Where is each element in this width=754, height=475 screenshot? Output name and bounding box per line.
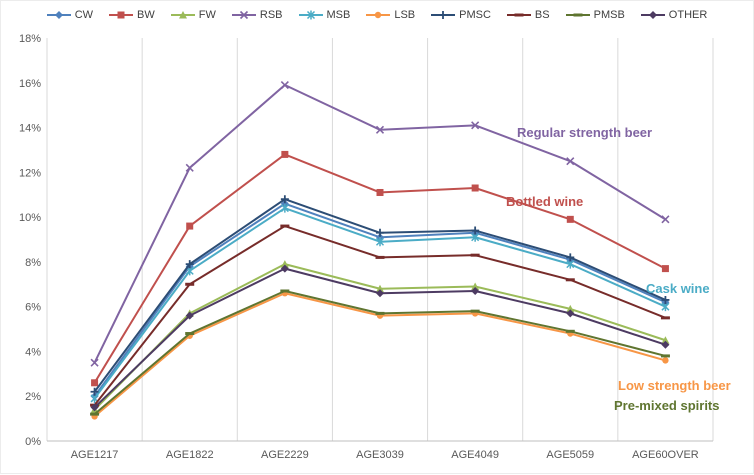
y-tick-label: 16% bbox=[19, 78, 41, 90]
legend-label: PMSB bbox=[593, 9, 625, 21]
legend-marker-x-icon bbox=[231, 10, 256, 20]
series-bw bbox=[91, 150, 669, 387]
legend-label: OTHER bbox=[668, 9, 708, 21]
series-lsb bbox=[91, 290, 669, 420]
legend-marker-asterisk-icon bbox=[298, 10, 323, 20]
legend-item-rsb: RSB bbox=[231, 9, 283, 21]
legend-item-cw: CW bbox=[46, 9, 94, 21]
legend-marker-diamond-icon bbox=[46, 11, 71, 19]
series-msb bbox=[90, 203, 670, 403]
annotation-regular-strength-beer: Regular strength beer bbox=[517, 125, 652, 140]
y-tick-label: 18% bbox=[19, 33, 41, 45]
legend-label: CW bbox=[74, 9, 94, 21]
series-rsb bbox=[90, 80, 670, 367]
legend-marker-dash-icon bbox=[506, 13, 531, 17]
annotation-cask-wine: Cask wine bbox=[646, 281, 710, 296]
annotations: Regular strength beer Bottled wine Cask wi… bbox=[506, 125, 731, 413]
x-tick-label: AGE1217 bbox=[71, 449, 119, 461]
x-tick-label: AGE1822 bbox=[166, 449, 214, 461]
legend-item-fw: FW bbox=[170, 9, 216, 21]
y-tick-label: 14% bbox=[19, 123, 41, 135]
x-tick-label: AGE3039 bbox=[356, 449, 404, 461]
legend-marker-dash-icon bbox=[565, 13, 590, 17]
legend-label: BW bbox=[137, 9, 155, 21]
x-axis-labels: AGE1217 AGE1822 AGE2229 AGE3039 AGE4049 AGE50… bbox=[71, 449, 699, 461]
legend-marker-triangle-icon bbox=[170, 11, 195, 19]
y-tick-label: 4% bbox=[25, 346, 41, 358]
legend-label: PMSC bbox=[459, 9, 491, 21]
legend-marker-diamond-icon bbox=[640, 11, 665, 19]
legend-marker-circle-icon bbox=[366, 11, 391, 19]
legend-marker-plus-icon bbox=[431, 11, 456, 19]
x-tick-label: AGE5059 bbox=[546, 449, 594, 461]
y-axis-labels: 0% 2% 4% 6% 8% 10% 12% 14% 16% 18% bbox=[19, 33, 41, 448]
y-tick-label: 0% bbox=[25, 436, 41, 448]
annotation-bottled-wine: Bottled wine bbox=[506, 194, 583, 209]
series-other bbox=[90, 264, 670, 412]
y-tick-label: 6% bbox=[25, 302, 41, 314]
x-tick-label: AGE4049 bbox=[451, 449, 499, 461]
legend-item-lsb: LSB bbox=[366, 9, 415, 21]
legend-marker-square-icon bbox=[109, 11, 134, 19]
series-pmsc bbox=[90, 195, 670, 396]
legend-item-bw: BW bbox=[109, 9, 155, 21]
y-tick-label: 12% bbox=[19, 167, 41, 179]
chart-legend: CW BW FW RSB MSB LSB PMSC BS PMSB OTHER bbox=[1, 5, 753, 25]
x-tick-label: AGE60OVER bbox=[632, 449, 699, 461]
legend-label: LSB bbox=[394, 9, 416, 21]
legend-label: MSB bbox=[326, 9, 351, 21]
legend-label: BS bbox=[534, 9, 550, 21]
legend-item-pmsc: PMSC bbox=[431, 9, 491, 21]
series-pmsb bbox=[90, 289, 670, 416]
legend-label: RSB bbox=[259, 9, 283, 21]
annotation-low-strength-beer: Low strength beer bbox=[618, 378, 731, 393]
legend-item-bs: BS bbox=[506, 9, 550, 21]
y-tick-label: 2% bbox=[25, 391, 41, 403]
legend-item-msb: MSB bbox=[298, 9, 351, 21]
y-tick-label: 8% bbox=[25, 257, 41, 269]
legend-item-other: OTHER bbox=[640, 9, 708, 21]
annotation-pre-mixed-spirits: Pre-mixed spirits bbox=[614, 398, 720, 413]
legend-item-pmsb: PMSB bbox=[565, 9, 625, 21]
y-tick-label: 10% bbox=[19, 212, 41, 224]
x-tick-label: AGE2229 bbox=[261, 449, 309, 461]
legend-label: FW bbox=[198, 9, 216, 21]
